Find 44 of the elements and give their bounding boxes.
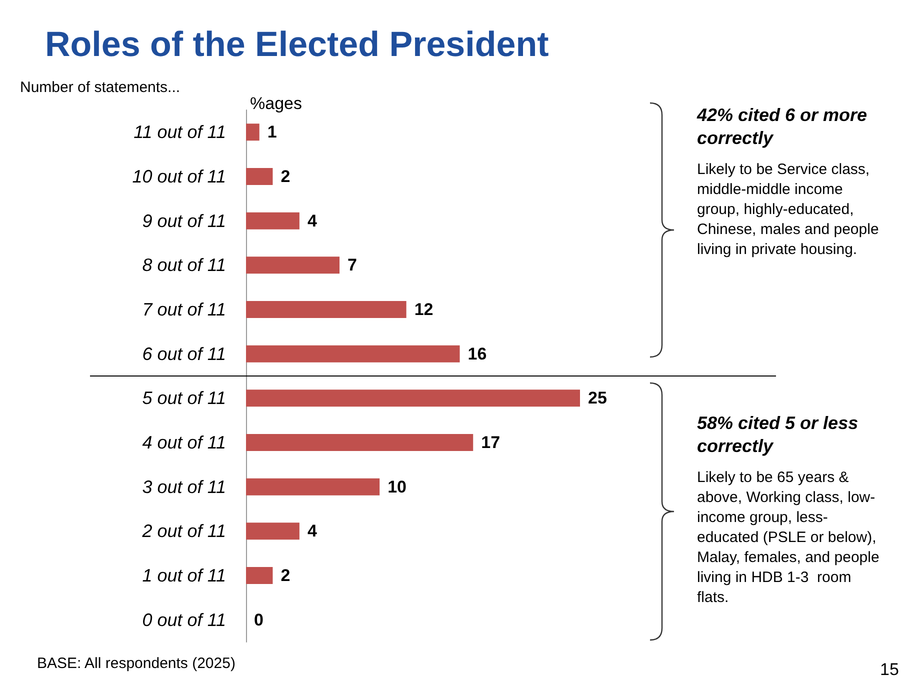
- data-label: 17: [481, 433, 500, 452]
- bar: [246, 390, 580, 407]
- data-label: 4: [307, 211, 318, 230]
- y-tick-label: 6 out of 11: [142, 344, 226, 364]
- x-axis-title: %ages: [250, 94, 302, 113]
- chart-title: Roles of the Elected President: [45, 25, 550, 64]
- y-tick-label: 9 out of 11: [142, 210, 226, 231]
- bar: [246, 478, 380, 496]
- y-tick-label: 10 out of 11: [132, 166, 226, 186]
- text: 15: [880, 660, 899, 680]
- y-tick-label: 2 out of 11: [141, 521, 226, 542]
- y-tick-label: 0 out of 11: [142, 610, 226, 630]
- text: BASE: All respondents (2025): [37, 655, 236, 672]
- data-label: 2: [280, 167, 290, 186]
- y-tick-label: 5 out of 11: [142, 388, 226, 408]
- bar: [246, 212, 300, 230]
- bar: [246, 434, 474, 451]
- data-label: 10: [388, 477, 407, 496]
- text: Likely to be Service class, middle-middle income group, highly-educated, Chinese, males and people living in private housing.: [697, 160, 880, 260]
- text: Likely to be 65 years & above, Working class, low-income group, less-educated (PSLE or below), Malay, females, and people living in HDB 1-3 room flats.: [697, 468, 880, 608]
- bar: [246, 256, 340, 274]
- data-label: 12: [414, 300, 434, 319]
- y-tick-label: 3 out of 11: [142, 476, 226, 497]
- bar: [246, 168, 273, 185]
- data-label: 1: [267, 122, 277, 142]
- y-tick-label: 7 out of 11: [142, 300, 226, 320]
- data-label: 4: [307, 522, 318, 541]
- y-tick-label: 8 out of 11: [142, 255, 226, 276]
- data-label: 16: [468, 344, 487, 364]
- y-tick-label: 1 out of 11: [142, 566, 226, 586]
- text: 42% cited 6 or more correctly: [697, 104, 868, 150]
- y-axis-title: Number of statements...: [20, 79, 180, 96]
- bar: [246, 567, 273, 584]
- bar: [246, 345, 460, 362]
- text: 58% cited 5 or less correctly: [697, 412, 860, 458]
- data-label: 0: [254, 610, 264, 630]
- data-label: 2: [280, 566, 290, 585]
- bar: [246, 124, 260, 141]
- y-tick-label: 4 out of 11: [142, 432, 226, 452]
- y-tick-label: 11 out of 11: [134, 122, 226, 142]
- bar: [246, 301, 406, 318]
- data-label: 25: [588, 388, 607, 408]
- bar: [246, 522, 300, 540]
- data-label: 7: [348, 256, 357, 275]
